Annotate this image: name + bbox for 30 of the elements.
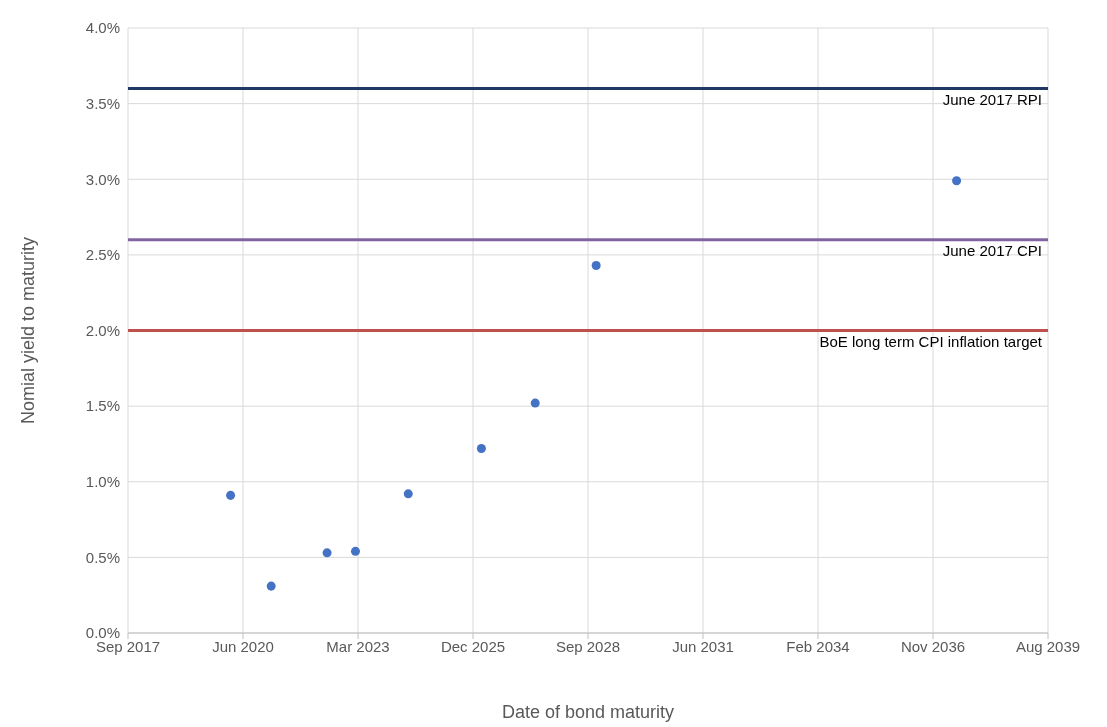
x-tick-label: Feb 2034: [786, 637, 850, 655]
ref-line-label: BoE long term CPI inflation target: [819, 333, 1043, 351]
point: [266, 581, 276, 591]
point: [952, 176, 962, 186]
y-tick-label: 0.5%: [85, 548, 120, 566]
y-tick-label: 1.0%: [85, 473, 120, 491]
x-tick-label: Jun 2031: [672, 637, 734, 655]
x-tick-label: Mar 2023: [326, 637, 390, 655]
y-axis-title: Nomial yield to maturity: [18, 236, 39, 425]
x-axis-title: Date of bond maturity: [501, 702, 675, 722]
point: [591, 260, 601, 270]
y-tick-label: 2.0%: [85, 321, 120, 339]
point: [226, 490, 236, 500]
y-tick-label: 4.0%: [85, 19, 120, 37]
x-tick-label: Nov 2036: [900, 637, 966, 655]
ref-line-label: June 2017 CPI: [942, 242, 1042, 260]
point: [403, 489, 413, 499]
y-tick-label: 3.0%: [85, 170, 120, 188]
point: [530, 398, 540, 408]
point: [350, 546, 360, 556]
ref-line-label: June 2017 RPI: [942, 91, 1042, 109]
y-tick-label: 2.5%: [85, 246, 120, 264]
x-tick-label: Dec 2025: [440, 637, 506, 655]
y-tick-label: 1.5%: [85, 397, 120, 415]
x-tick-label: Jun 2020: [212, 637, 274, 655]
x-tick-label: Aug 2039: [1015, 637, 1081, 655]
y-tick-label: 3.5%: [85, 94, 120, 112]
x-tick-label: Sep 2028: [555, 637, 621, 655]
point: [322, 548, 332, 558]
point: [476, 443, 486, 453]
